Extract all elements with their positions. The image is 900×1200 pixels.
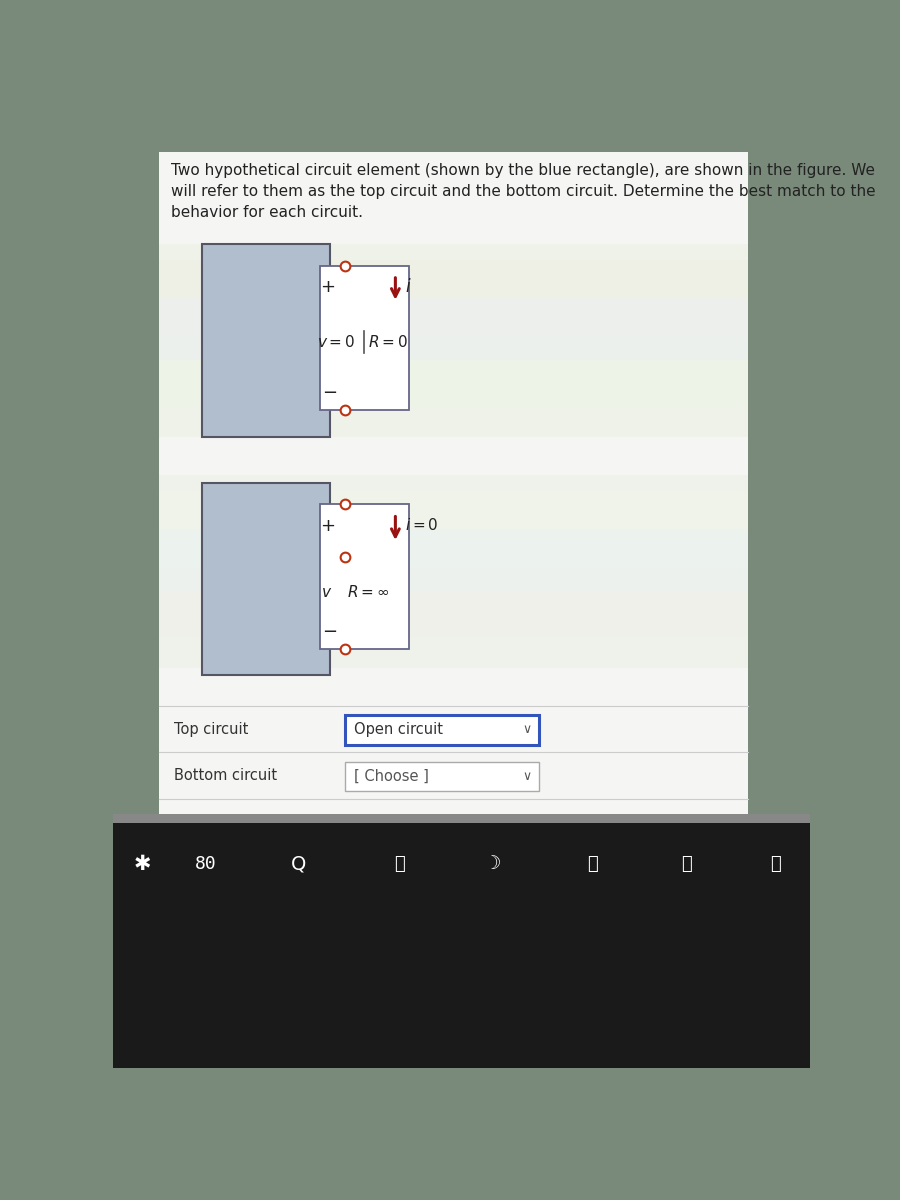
Bar [345, 715, 539, 744]
Bar [159, 259, 748, 336]
Text: 80: 80 [194, 854, 216, 872]
Bar [320, 504, 410, 649]
Text: Top circuit: Top circuit [175, 721, 249, 737]
Bar [159, 590, 748, 637]
Bar [159, 529, 748, 590]
Text: $v = 0$: $v = 0$ [317, 334, 355, 350]
Bar [159, 151, 748, 822]
Text: 🎤: 🎤 [394, 854, 405, 872]
Text: ∨: ∨ [523, 724, 532, 737]
Bar [202, 244, 329, 437]
Text: −: − [322, 623, 338, 641]
Text: $R = \infty$: $R = \infty$ [347, 584, 390, 600]
Text: ∨: ∨ [523, 769, 532, 782]
Bar [159, 491, 748, 568]
Text: ✱: ✱ [133, 854, 150, 874]
Text: ⏸: ⏸ [680, 854, 691, 872]
Bar [159, 298, 748, 360]
Text: Open circuit: Open circuit [355, 722, 444, 738]
Bar [159, 475, 748, 667]
Text: Two hypothetical circuit element (shown by the blue rectangle), are shown in the: Two hypothetical circuit element (shown … [171, 163, 875, 221]
Text: $i = 0$: $i = 0$ [405, 517, 438, 533]
Bar [159, 244, 748, 437]
Text: ☽: ☽ [483, 854, 501, 874]
Text: Bottom circuit: Bottom circuit [175, 768, 277, 782]
Text: [ Choose ]: [ Choose ] [355, 769, 429, 784]
Bar [112, 814, 810, 823]
Bar [159, 360, 748, 406]
Text: $i$: $i$ [405, 278, 411, 296]
Text: $R = 0$: $R = 0$ [368, 334, 408, 350]
Bar [202, 482, 329, 676]
Text: −: − [322, 384, 338, 402]
Text: ⏭: ⏭ [770, 854, 780, 872]
Text: ⏪: ⏪ [588, 854, 598, 872]
Bar [345, 762, 539, 791]
Text: +: + [320, 278, 336, 296]
Text: +: + [320, 517, 336, 535]
Bar [112, 822, 810, 1068]
Bar [320, 265, 410, 410]
Text: $v$: $v$ [320, 584, 332, 600]
Text: Q: Q [291, 854, 306, 874]
